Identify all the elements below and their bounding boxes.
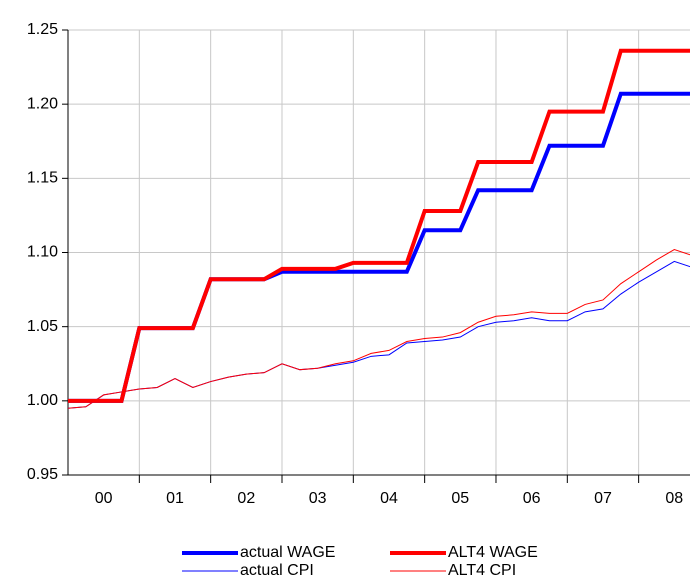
y-tick-label: 0.95 bbox=[27, 466, 58, 483]
y-tick-label: 1.20 bbox=[27, 95, 58, 112]
y-tick-label: 1.00 bbox=[27, 392, 58, 409]
x-tick-label: 06 bbox=[523, 490, 541, 507]
x-tick-label: 05 bbox=[451, 490, 469, 507]
line-series bbox=[68, 248, 690, 409]
legend-label: actual CPI bbox=[240, 562, 314, 579]
x-tick-label: 03 bbox=[309, 490, 327, 507]
line-series bbox=[68, 260, 690, 409]
legend-label: ALT4 WAGE bbox=[448, 544, 538, 561]
x-tick-label: 04 bbox=[380, 490, 398, 507]
y-tick-label: 1.15 bbox=[27, 170, 58, 187]
y-tick-label: 1.25 bbox=[27, 21, 58, 38]
line-series bbox=[68, 91, 690, 403]
x-tick-label: 00 bbox=[95, 490, 113, 507]
x-tick-label: 02 bbox=[237, 490, 255, 507]
legend-label: ALT4 CPI bbox=[448, 562, 516, 579]
y-tick-label: 1.10 bbox=[27, 244, 58, 261]
legend-label: actual WAGE bbox=[240, 544, 335, 561]
x-tick-label: 07 bbox=[594, 490, 612, 507]
x-tick-label: 08 bbox=[665, 490, 683, 507]
line-series bbox=[68, 48, 690, 403]
x-tick-label: 01 bbox=[166, 490, 184, 507]
y-tick-label: 1.05 bbox=[27, 318, 58, 335]
